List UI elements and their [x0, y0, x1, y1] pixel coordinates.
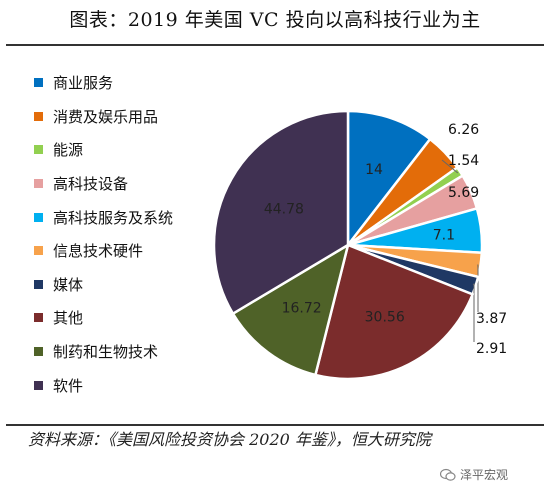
watermark-text: 泽平宏观 [460, 468, 509, 482]
legend-item: 其他 [34, 301, 173, 335]
data-label: 16.72 [282, 300, 322, 316]
data-label: 5.69 [448, 185, 479, 201]
legend-swatch [34, 145, 43, 155]
data-label: 14 [365, 162, 383, 178]
legend-swatch [34, 313, 43, 323]
legend-swatch [34, 179, 43, 189]
legend-swatch [34, 380, 43, 390]
legend-item: 高科技设备 [34, 167, 173, 201]
pie-slice [346, 109, 432, 249]
source-note: 资料来源：《美国风险投资协会 2020 年鉴》，恒大研究院 [28, 430, 431, 449]
legend-item: 制药和生物技术 [34, 335, 173, 369]
legend-item: 商业服务 [34, 66, 173, 100]
legend-swatch [34, 212, 43, 222]
legend-item: 能源 [34, 133, 173, 167]
watermark: 泽平宏观 [440, 466, 508, 483]
data-label: 6.26 [448, 122, 479, 138]
data-label: 1.54 [448, 153, 479, 169]
source-divider [6, 424, 544, 426]
legend-item: 软件 [34, 368, 173, 402]
legend-label: 制药和生物技术 [53, 343, 159, 362]
legend-label: 高科技服务及系统 [53, 208, 174, 227]
legend-label: 能源 [53, 141, 84, 160]
legend-swatch [34, 347, 43, 357]
legend-label: 信息技术硬件 [53, 242, 144, 261]
legend-label: 媒体 [53, 275, 84, 294]
legend: 商业服务消费及娱乐用品 能源高科技设备高科技服务及系统 信息技术硬件 媒体其他制药和生… [34, 66, 173, 402]
title-divider [6, 44, 544, 46]
legend-swatch [34, 111, 43, 121]
pie-slice [212, 109, 350, 316]
legend-label: 商业服务 [53, 74, 114, 93]
legend-swatch [34, 78, 43, 88]
data-label: 30.56 [365, 310, 405, 326]
label-leader-line [472, 282, 475, 342]
legend-swatch [34, 279, 43, 289]
pie-slice [313, 243, 475, 381]
legend-item: 媒体 [34, 268, 173, 302]
legend-item: 信息技术硬件 [34, 234, 173, 268]
pie-slice [231, 242, 350, 377]
legend-label: 其他 [53, 309, 84, 328]
data-label: 7.1 [433, 227, 455, 243]
wechat-icon [440, 468, 456, 481]
legend-label: 消费及娱乐用品 [53, 107, 159, 126]
legend-swatch [34, 246, 43, 256]
data-label: 2.91 [476, 341, 507, 357]
legend-label: 高科技设备 [53, 175, 129, 194]
legend-item: 高科技服务及系统 [34, 200, 173, 234]
legend-item: 消费及娱乐用品 [34, 100, 173, 134]
data-label: 3.87 [476, 311, 507, 327]
data-label: 44.78 [264, 202, 304, 218]
pie-chart: 14 6.26 1.54 5.69 7.1 3.87 2.91 30.56 16.72 44.78 [212, 109, 507, 381]
legend-label: 软件 [53, 376, 84, 395]
chart-title: 图表：2019 年美国 VC 投向以高科技行业为主 [69, 9, 481, 31]
label-leader-line [441, 159, 459, 174]
